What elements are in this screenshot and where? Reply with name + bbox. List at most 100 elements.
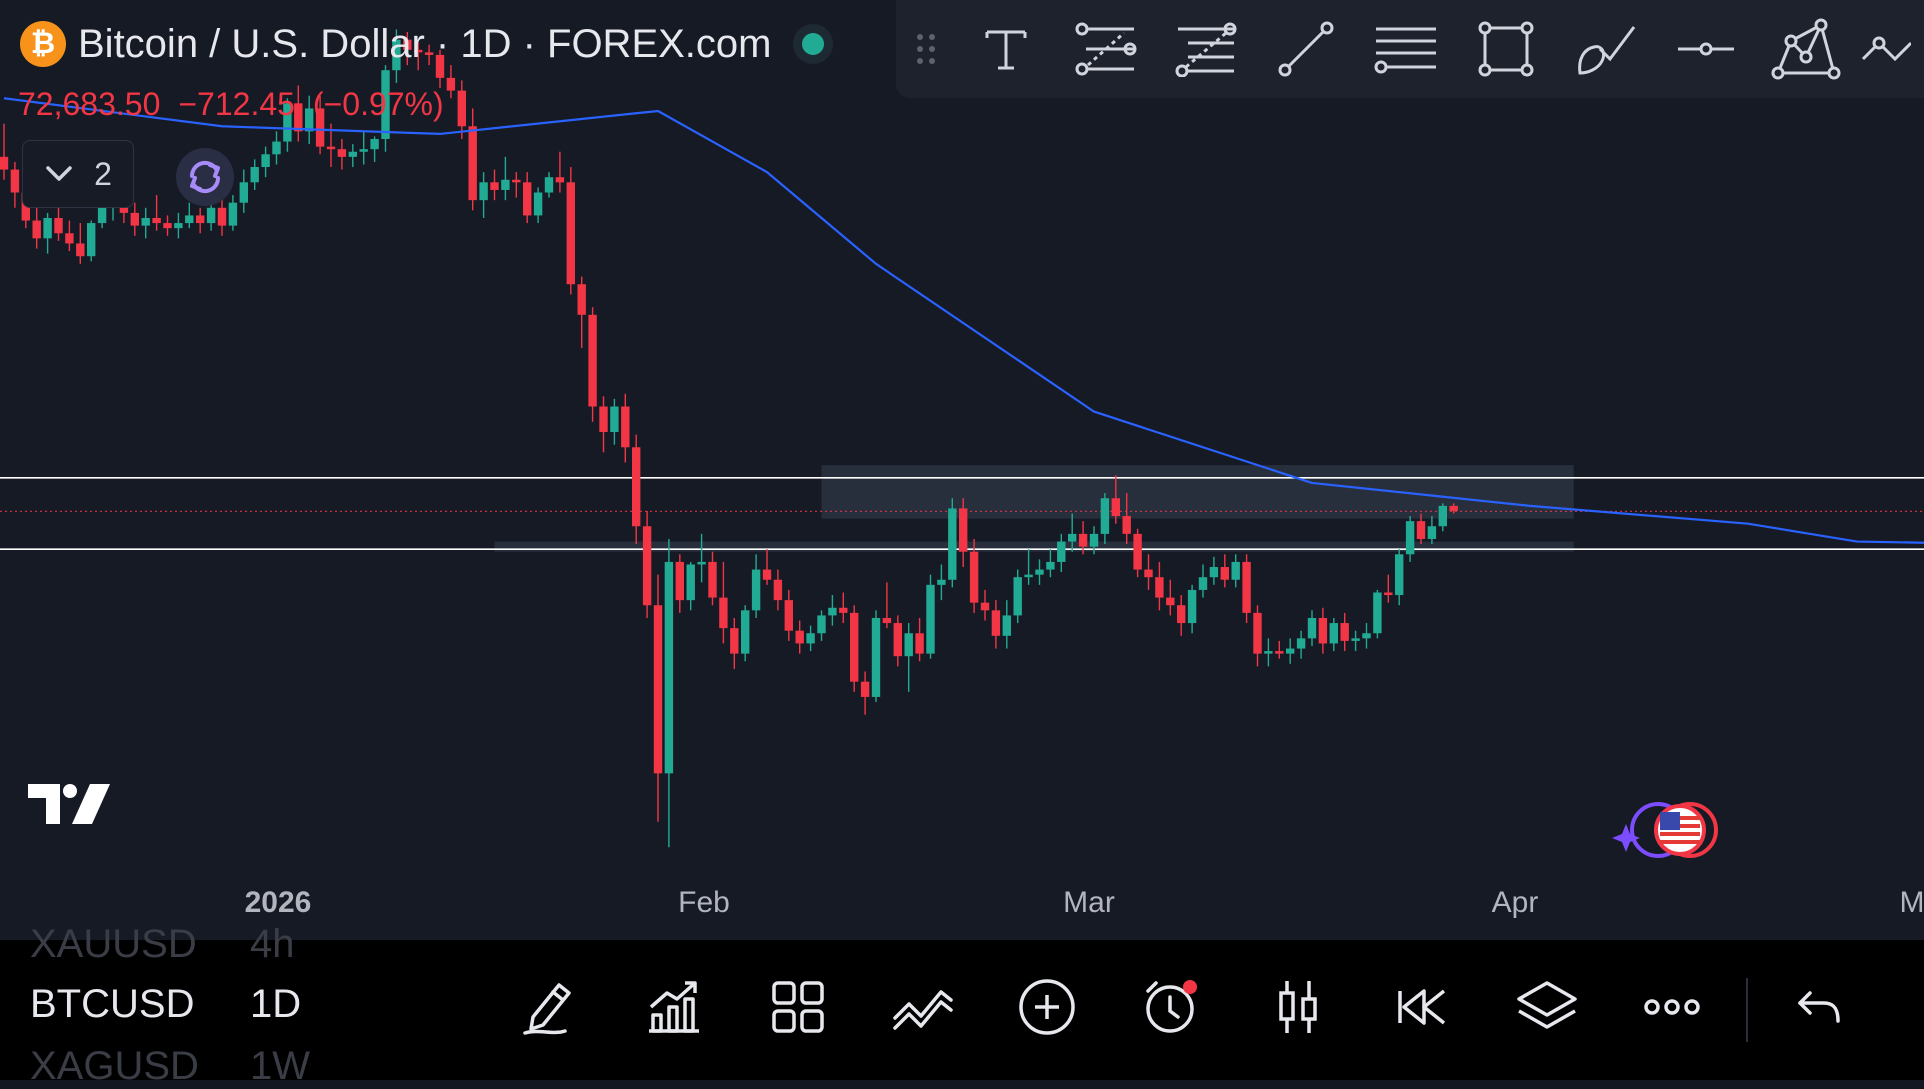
candle-body xyxy=(687,564,695,600)
watchlist-interval[interactable]: 1W xyxy=(250,1044,310,1089)
time-tick: Feb xyxy=(678,886,730,920)
candle-body xyxy=(142,218,150,226)
more-icon[interactable] xyxy=(1635,970,1709,1044)
watchlist-interval[interactable]: 4h xyxy=(250,922,295,967)
templates-grid-icon[interactable] xyxy=(761,970,835,1044)
symbol-title[interactable]: Bitcoin / U.S. Dollar · 1D · FOREX.com xyxy=(78,22,771,67)
horizontal-ray-icon[interactable] xyxy=(1656,0,1756,98)
candle-body xyxy=(33,221,41,239)
candle-body xyxy=(643,526,651,605)
pattern-icon[interactable] xyxy=(1756,0,1856,98)
resistance-zone xyxy=(822,465,1574,519)
replay-icon[interactable] xyxy=(1385,970,1459,1044)
candle-body xyxy=(43,218,51,238)
chart-area[interactable]: ₿ Bitcoin / U.S. Dollar · 1D · FOREX.com… xyxy=(0,0,1924,940)
drawing-pen-icon[interactable] xyxy=(512,970,586,1044)
watchlist-symbol[interactable]: XAUUSD xyxy=(30,922,197,967)
candle-body xyxy=(11,170,19,193)
candle-body xyxy=(338,149,346,157)
candle-body xyxy=(1384,592,1392,595)
candle-body xyxy=(1351,638,1359,641)
path-icon[interactable] xyxy=(1856,0,1916,98)
drag-handle-icon[interactable] xyxy=(896,0,956,98)
price-change-percent: (−0.97%) xyxy=(313,86,444,122)
candle-body xyxy=(567,182,575,284)
candle-body xyxy=(763,570,771,580)
candle-body xyxy=(1155,577,1163,597)
time-tick: Apr xyxy=(1492,886,1539,920)
candle-body xyxy=(1101,498,1109,534)
candle-body xyxy=(1308,618,1316,638)
candle-body xyxy=(697,562,705,565)
candle-body xyxy=(1177,605,1185,623)
candle-body xyxy=(1242,562,1250,613)
candle-body xyxy=(240,182,248,202)
rectangle-icon[interactable] xyxy=(1456,0,1556,98)
brush-icon[interactable] xyxy=(1556,0,1656,98)
time-tick: Mar xyxy=(1063,886,1115,920)
horizontal-lines-icon[interactable] xyxy=(1356,0,1456,98)
candle-body xyxy=(479,182,487,200)
economic-events-badge[interactable] xyxy=(1612,800,1724,865)
candle-body xyxy=(523,182,531,215)
market-status-icon[interactable] xyxy=(793,24,833,64)
candle-body xyxy=(599,407,607,432)
candle-body xyxy=(1112,498,1120,516)
candle-body xyxy=(730,628,738,653)
candle-body xyxy=(588,315,596,407)
candle-body xyxy=(327,147,335,150)
sync-button[interactable] xyxy=(176,148,234,206)
text-icon[interactable] xyxy=(956,0,1056,98)
candle-body xyxy=(1373,592,1381,633)
indicators-collapse-toggle[interactable]: 2 xyxy=(22,140,134,208)
active-symbol[interactable]: BTCUSD xyxy=(30,982,194,1027)
candle-body xyxy=(185,215,193,223)
candle-body xyxy=(883,618,891,623)
candle-body xyxy=(207,208,215,223)
candle-body xyxy=(676,562,684,600)
chart-canvas[interactable] xyxy=(0,0,1924,940)
parallel-channel-icon[interactable] xyxy=(1056,0,1156,98)
compare-icon[interactable] xyxy=(886,970,960,1044)
candle-body xyxy=(632,447,640,526)
candle-body xyxy=(839,608,847,613)
toolbar-divider xyxy=(1746,978,1748,1042)
candle-body xyxy=(1068,534,1076,542)
candle-body xyxy=(774,580,782,600)
candle-body xyxy=(828,608,836,616)
layers-icon[interactable] xyxy=(1510,970,1584,1044)
sparkle-icon xyxy=(1612,824,1640,852)
candle-body xyxy=(915,633,923,653)
candle-body xyxy=(610,407,618,432)
candle-body xyxy=(1253,613,1261,654)
candle-body xyxy=(1275,651,1283,654)
undo-icon[interactable] xyxy=(1782,970,1856,1044)
bottom-toolbar: XAUUSD 4h BTCUSD 1D XAGUSD 1W xyxy=(0,940,1924,1080)
candle-body xyxy=(1188,590,1196,623)
candle-body xyxy=(1221,567,1229,580)
chart-type-icon[interactable] xyxy=(1261,970,1335,1044)
candle-body xyxy=(894,623,902,656)
alert-icon[interactable] xyxy=(1135,970,1209,1044)
time-tick: 2026 xyxy=(245,886,312,920)
candle-body xyxy=(785,600,793,631)
candle-body xyxy=(806,633,814,643)
candle-body xyxy=(76,243,84,256)
candle-body xyxy=(218,208,226,226)
candle-body xyxy=(970,552,978,603)
candle-body xyxy=(992,610,1000,635)
candle-body xyxy=(861,682,869,697)
watchlist-symbol[interactable]: XAGUSD xyxy=(30,1044,199,1089)
active-interval[interactable]: 1D xyxy=(250,982,301,1027)
bitcoin-logo-icon: ₿ xyxy=(20,21,66,67)
time-tick: M xyxy=(1900,886,1924,920)
add-icon[interactable] xyxy=(1010,970,1084,1044)
candle-body xyxy=(1232,562,1240,580)
fib-retracement-icon[interactable] xyxy=(1156,0,1256,98)
candle-body xyxy=(229,203,237,226)
indicators-icon[interactable] xyxy=(636,970,710,1044)
candle-body xyxy=(370,139,378,149)
candle-body xyxy=(1035,570,1043,575)
candle-body xyxy=(1297,638,1305,648)
trend-line-icon[interactable] xyxy=(1256,0,1356,98)
